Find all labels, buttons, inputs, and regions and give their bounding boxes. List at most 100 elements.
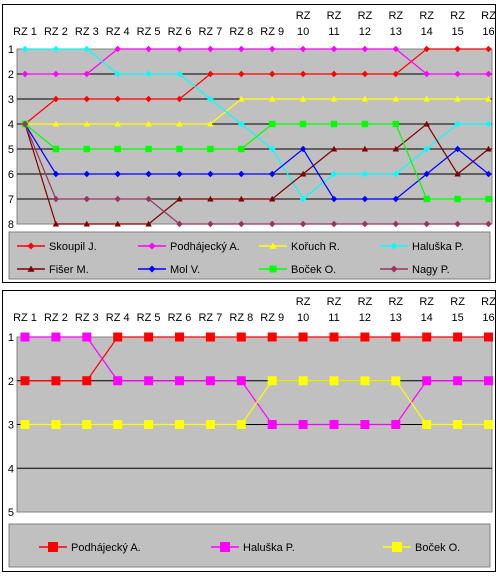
top-x-tick-label: 13 (390, 26, 402, 38)
top-data-point (83, 45, 90, 53)
bottom-data-point (360, 376, 370, 386)
top-x-tick-label: 14 (421, 26, 433, 38)
top-legend-marker (148, 242, 156, 250)
top-data-point (114, 195, 121, 203)
bottom-data-point (484, 420, 493, 429)
top-data-point (269, 195, 276, 202)
bottom-x-tick-label: RZ (450, 296, 465, 308)
top-x-tick-label: RZ 7 (198, 26, 222, 38)
top-data-point (330, 220, 338, 228)
top-data-point (114, 70, 121, 78)
top-y-tick-label: 5 (8, 144, 14, 156)
top-data-point (83, 145, 90, 153)
top-data-point (145, 145, 152, 153)
top-data-point (83, 170, 90, 178)
bottom-x-tick-label: RZ 2 (44, 312, 68, 324)
top-data-point (392, 70, 399, 78)
top-data-point (485, 145, 492, 152)
top-x-tick-label: RZ (388, 10, 403, 22)
bottom-legend-item-podhajecky-a: Podhájecký A. (39, 542, 141, 554)
bottom-data-point (51, 420, 61, 429)
top-data-point (361, 170, 369, 178)
top-data-point (361, 70, 369, 78)
bottom-data-point (113, 332, 123, 342)
top-data-point (114, 95, 121, 103)
top-legend (8, 231, 491, 280)
top-data-point (269, 145, 276, 153)
top-legend-item-bocek-o: Boček O. (259, 264, 336, 276)
top-data-point (52, 145, 60, 153)
top-legend-item-podhajecky-a: Podhájecký A. (138, 241, 240, 253)
top-legend-item-fiser-m: Fišer M. (17, 264, 89, 276)
bottom-y-tick-label: 1 (8, 332, 14, 344)
top-data-point (238, 145, 245, 153)
top-data-point (454, 220, 461, 228)
bottom-data-point (298, 376, 308, 386)
bottom-data-point (329, 332, 339, 342)
bottom-legend-marker (392, 542, 402, 552)
top-data-point (269, 70, 276, 78)
bottom-y-tick-label: 2 (8, 376, 14, 388)
bottom-x-tick-label: RZ 6 (168, 312, 192, 324)
bottom-data-point (20, 376, 30, 386)
top-data-point (238, 70, 245, 78)
top-data-point (423, 70, 430, 78)
top-x-tick-label: RZ 6 (168, 26, 192, 38)
top-data-point (299, 70, 307, 78)
top-data-point (423, 120, 430, 127)
top-series-bocek-o (21, 120, 492, 203)
top-data-point (485, 170, 492, 178)
top-data-point (207, 95, 214, 103)
top-legend-item-nagy-p: Nagy P. (380, 264, 450, 276)
top-data-point (392, 120, 399, 128)
top-legend-marker (148, 265, 156, 273)
top-data-point (176, 195, 183, 202)
top-data-point (392, 145, 399, 152)
top-data-point (269, 120, 276, 128)
top-legend-marker (390, 265, 398, 273)
top-x-tick-label: RZ 9 (260, 26, 284, 38)
bottom-x-tick-label: RZ (388, 296, 403, 308)
top-data-point (392, 220, 399, 228)
bottom-data-point (267, 376, 277, 386)
top-data-point (207, 45, 214, 53)
bottom-data-point (144, 420, 154, 429)
top-data-point (114, 170, 121, 178)
top-data-point (207, 70, 214, 78)
bottom-data-point (175, 332, 184, 342)
top-legend-label: Nagy P. (412, 264, 450, 276)
bottom-data-point (205, 420, 215, 429)
bottom-x-tick-label: RZ 3 (75, 312, 99, 324)
top-data-point (361, 120, 369, 128)
top-x-tick-label: 15 (451, 26, 463, 38)
top-x-tick-label: RZ 4 (106, 26, 130, 38)
top-data-point (485, 70, 492, 78)
top-series-nagy-p (21, 120, 492, 228)
top-data-point (361, 95, 369, 102)
top-data-point (423, 45, 430, 53)
top-data-point (114, 220, 121, 227)
top-data-point (454, 120, 461, 128)
bottom-data-point (175, 420, 184, 429)
bottom-data-point (422, 376, 432, 386)
bottom-data-point (298, 332, 308, 342)
top-data-point (361, 195, 369, 203)
top-data-point (454, 145, 461, 153)
top-x-tick-label: RZ 1 (13, 26, 37, 38)
top-x-tick-label: RZ (296, 10, 311, 22)
top-data-point (21, 45, 29, 53)
top-x-tick-label: RZ 2 (44, 26, 68, 38)
top-data-point (176, 220, 183, 228)
top-data-point (145, 70, 152, 78)
top-x-tick-label: RZ (419, 10, 434, 22)
top-data-point (52, 170, 60, 178)
bottom-data-point (267, 420, 277, 429)
top-legend-label: Boček O. (291, 264, 336, 276)
top-data-point (114, 120, 121, 127)
top-data-point (299, 195, 307, 203)
top-data-point (238, 120, 245, 128)
top-y-tick-label: 7 (8, 194, 14, 206)
top-data-point (299, 120, 307, 128)
bottom-data-point (205, 376, 215, 386)
